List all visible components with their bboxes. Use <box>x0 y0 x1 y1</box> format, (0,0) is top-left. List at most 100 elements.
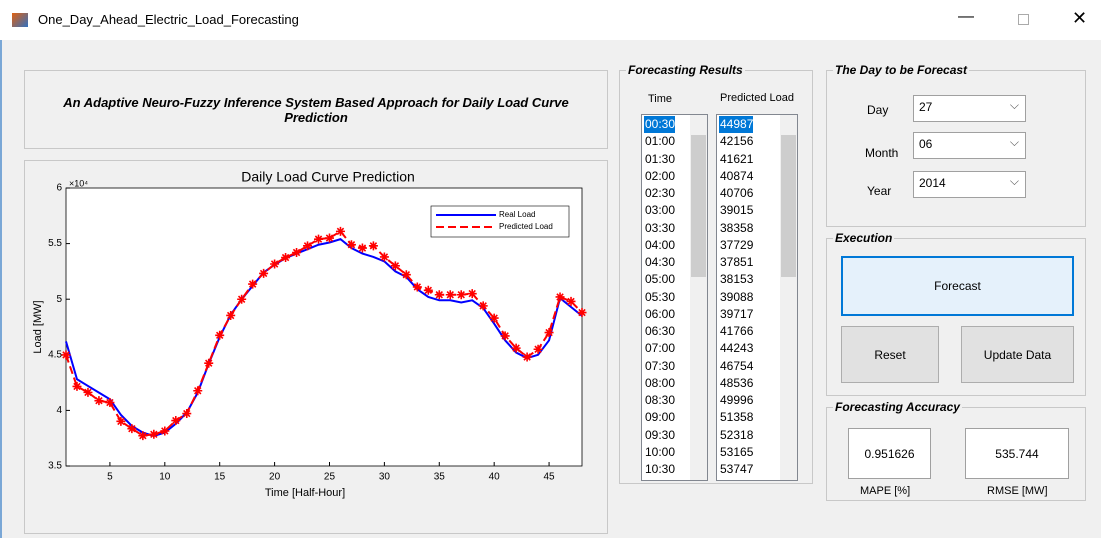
legend-label: Predicted Load <box>499 222 553 231</box>
panel-title: Forecasting Accuracy <box>833 400 962 414</box>
marker <box>544 328 554 338</box>
y-tick-label: 3.5 <box>48 461 62 472</box>
list-item[interactable]: 07:30 <box>645 358 676 373</box>
list-item[interactable]: 06:00 <box>645 306 676 321</box>
list-item[interactable]: 51358 <box>720 410 754 425</box>
marker <box>456 290 466 300</box>
list-item[interactable]: 10:00 <box>645 444 676 459</box>
x-tick-label: 45 <box>544 472 556 483</box>
list-item[interactable]: 09:00 <box>645 410 676 425</box>
list-item[interactable]: 00:30 <box>644 116 676 133</box>
marker <box>577 308 587 318</box>
list-item[interactable]: 41766 <box>720 324 754 338</box>
time-listbox[interactable]: 10:30 10:00 09:30 09:00 08:30 08:00 07:30 07:00… <box>641 114 708 481</box>
marker <box>248 279 258 289</box>
list-item[interactable]: 53747 <box>720 462 754 476</box>
marker <box>138 431 148 441</box>
list-item[interactable]: 44243 <box>720 341 754 356</box>
minimize-button[interactable]: — <box>958 8 974 25</box>
scrollbar[interactable] <box>690 115 707 480</box>
list-item[interactable]: 40706 <box>720 186 754 200</box>
list-item[interactable]: 42156 <box>720 134 754 149</box>
scroll-thumb[interactable] <box>781 135 796 277</box>
time-header: Time <box>648 93 673 105</box>
list-item[interactable]: 39088 <box>720 289 754 304</box>
rmse-label: RMSE [MW] <box>987 485 1048 497</box>
list-item[interactable]: 44987 <box>719 116 754 133</box>
day-dropdown[interactable]: 27 <box>913 95 1026 122</box>
window-title: One_Day_Ahead_Electric_Load_Forecasting <box>38 12 299 27</box>
list-item[interactable]: 08:30 <box>645 393 676 407</box>
list-item[interactable]: 39015 <box>720 203 754 218</box>
x-tick-label: 15 <box>214 472 226 483</box>
list-item[interactable]: 49996 <box>720 393 754 407</box>
list-item[interactable]: 40874 <box>720 168 754 183</box>
load-header: Predicted Load <box>720 92 794 104</box>
marker <box>445 290 455 300</box>
list-item[interactable]: 06:30 <box>645 324 676 338</box>
x-tick-label: 35 <box>434 472 446 483</box>
app-icon <box>12 13 28 27</box>
day-label: Day <box>867 103 889 117</box>
list-item[interactable]: 53165 <box>720 444 754 459</box>
marker <box>478 301 488 311</box>
list-item[interactable]: 07:00 <box>645 341 676 356</box>
list-item[interactable]: 04:30 <box>645 255 676 269</box>
x-tick-label: 5 <box>107 472 113 483</box>
forecast-button[interactable]: Forecast <box>841 256 1074 316</box>
marker <box>368 241 378 251</box>
scrollbar[interactable] <box>780 115 797 480</box>
y-axis-label: Load [MW] <box>32 300 44 353</box>
list-item[interactable]: 38358 <box>720 220 754 235</box>
update-button[interactable]: Update Data <box>961 326 1074 383</box>
list-item[interactable]: 37729 <box>720 237 754 252</box>
marker <box>215 330 225 340</box>
list-item[interactable]: 05:30 <box>645 289 676 304</box>
list-item[interactable]: 03:30 <box>645 220 676 235</box>
marker <box>259 268 269 278</box>
marker <box>555 292 565 302</box>
list-item[interactable]: 52318 <box>720 427 754 442</box>
panel-title: Execution <box>833 231 895 245</box>
list-item[interactable]: 39717 <box>720 306 754 321</box>
list-item[interactable]: 03:00 <box>645 203 676 218</box>
list-item[interactable]: 37851 <box>720 255 754 269</box>
close-button[interactable]: ✕ <box>1072 8 1088 28</box>
list-item[interactable]: 08:00 <box>645 375 676 390</box>
scroll-thumb[interactable] <box>691 135 706 277</box>
list-item[interactable]: 41621 <box>720 151 754 166</box>
x-tick-label: 25 <box>324 472 336 483</box>
list-item[interactable]: 05:00 <box>645 272 676 287</box>
list-item[interactable]: 38153 <box>720 272 754 287</box>
list-item[interactable]: 01:30 <box>645 151 676 166</box>
heading: An Adaptive Neuro-Fuzzy Inference System… <box>63 94 569 125</box>
rmse-value: 535.744 <box>965 428 1069 479</box>
marker <box>116 416 126 426</box>
marker <box>346 240 356 250</box>
marker <box>522 352 532 362</box>
reset-button[interactable]: Reset <box>841 326 939 383</box>
list-item[interactable]: 09:30 <box>645 427 676 442</box>
load-listbox[interactable]: 53747 53165 52318 51358 49996 48536 46754 44243… <box>716 114 798 481</box>
list-item[interactable]: 02:00 <box>645 168 676 183</box>
chart: Daily Load Curve Prediction Time [Half-H… <box>32 169 587 499</box>
list-item[interactable]: 46754 <box>720 358 754 373</box>
list-item[interactable]: 48536 <box>720 375 754 390</box>
mape-value: 0.951626 <box>848 428 931 479</box>
month-dropdown[interactable]: 06 <box>913 132 1026 159</box>
marker <box>270 259 280 269</box>
year-dropdown[interactable]: 2014 <box>913 171 1026 198</box>
execution-panel: Execution Forecast Reset Update Data <box>826 231 1086 396</box>
list-item[interactable]: 01:00 <box>645 134 676 149</box>
list-item[interactable]: 04:00 <box>645 237 676 252</box>
x-axis-label: Time [Half-Hour] <box>265 487 345 499</box>
marker <box>324 233 334 243</box>
maximize-button[interactable] <box>1018 14 1029 25</box>
list-item[interactable]: 10:30 <box>645 462 676 476</box>
marker <box>204 358 214 368</box>
marker <box>467 289 477 299</box>
marker <box>379 252 389 262</box>
list-item[interactable]: 02:30 <box>645 186 676 200</box>
marker <box>423 285 433 295</box>
marker <box>83 387 93 397</box>
